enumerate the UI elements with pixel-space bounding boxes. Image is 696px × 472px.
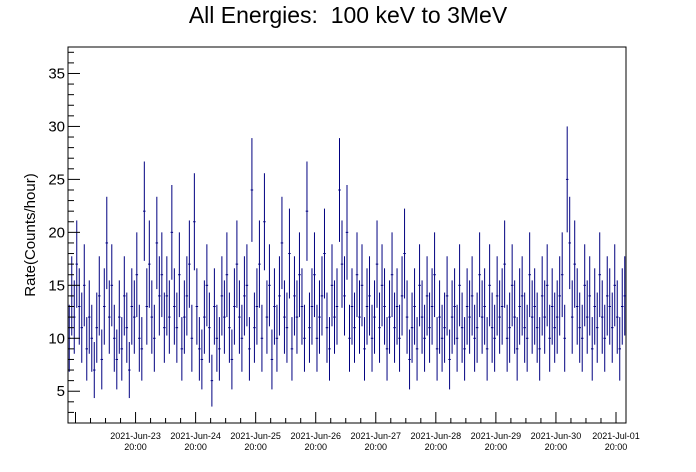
x-tick-date-label: 2021-Jun-27 bbox=[351, 431, 402, 441]
y-axis-label: Rate(Counts/hour) bbox=[22, 173, 39, 296]
y-tick-label: 25 bbox=[48, 171, 65, 188]
x-tick-date-label: 2021-Jun-26 bbox=[290, 431, 341, 441]
x-tick-time-label: 20:00 bbox=[425, 442, 448, 452]
x-tick-date-label: 2021-Jun-25 bbox=[230, 431, 281, 441]
x-tick-time-label: 20:00 bbox=[365, 442, 388, 452]
axis-ticks-group bbox=[68, 51, 617, 424]
plot-frame bbox=[67, 46, 627, 424]
x-tick-date-label: 2021-Jul-01 bbox=[592, 431, 640, 441]
y-tick-label: 20 bbox=[48, 224, 65, 241]
error-bars-group bbox=[68, 126, 626, 407]
x-tick-time-label: 20:00 bbox=[605, 442, 628, 452]
axis-labels-group: 51015202530352021-Jun-2320:002021-Jun-24… bbox=[48, 65, 639, 452]
x-tick-date-label: 2021-Jun-29 bbox=[471, 431, 522, 441]
y-tick-label: 15 bbox=[48, 277, 65, 294]
x-tick-time-label: 20:00 bbox=[244, 442, 267, 452]
x-tick-time-label: 20:00 bbox=[304, 442, 327, 452]
chart-title: All Energies: 100 keV to 3MeV bbox=[188, 2, 508, 28]
x-tick-date-label: 2021-Jun-28 bbox=[411, 431, 462, 441]
x-tick-time-label: 20:00 bbox=[545, 442, 568, 452]
x-tick-date-label: 2021-Jun-23 bbox=[110, 431, 161, 441]
x-tick-date-label: 2021-Jun-30 bbox=[531, 431, 582, 441]
y-tick-label: 35 bbox=[48, 65, 65, 82]
y-tick-label: 30 bbox=[48, 118, 65, 135]
y-tick-label: 5 bbox=[57, 383, 65, 400]
x-tick-time-label: 20:00 bbox=[124, 442, 147, 452]
y-tick-label: 10 bbox=[48, 330, 65, 347]
x-tick-date-label: 2021-Jun-24 bbox=[170, 431, 221, 441]
x-tick-time-label: 20:00 bbox=[485, 442, 508, 452]
x-tick-time-label: 20:00 bbox=[184, 442, 207, 452]
